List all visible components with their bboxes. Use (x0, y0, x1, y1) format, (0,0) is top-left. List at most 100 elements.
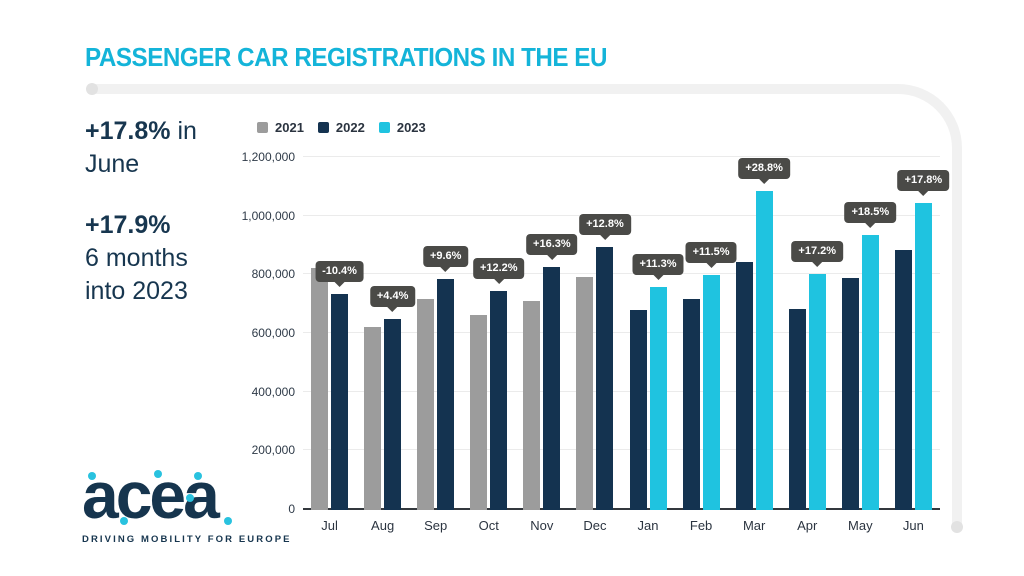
logo-accent-dot (120, 517, 128, 525)
pct-change-label-apr: +17.2% (791, 241, 844, 263)
bar-2022-apr (788, 309, 806, 510)
bar-pair-may (834, 158, 887, 510)
bar-pair-nov (515, 158, 568, 510)
bar-2022-jan (629, 309, 647, 510)
pct-change-label-jun: +17.8% (897, 170, 950, 192)
bar-group-sep: +9.6% Sep (409, 158, 469, 533)
pct-change-label-feb: +11.5% (685, 241, 737, 263)
pct-change-label-mar: +28.8% (738, 157, 790, 179)
gridline-200000 (303, 449, 940, 451)
band-start-dot (86, 83, 98, 95)
legend-label: 2022 (335, 120, 365, 135)
bar-2022-jun (894, 249, 912, 510)
x-tick-label-sep: Sep (424, 518, 448, 533)
x-tick-label-jun: Jun (902, 518, 924, 533)
legend-label: 2023 (396, 120, 426, 135)
x-tick-label-oct: Oct (478, 518, 499, 533)
y-tick-label: 0 (288, 502, 295, 516)
bar-2021-nov (523, 300, 541, 510)
bar-2021-sep (417, 299, 435, 510)
gridline-800000 (303, 273, 940, 275)
bar-group-aug: +4.4% Aug (356, 158, 416, 533)
bar-group-nov: +16.3% Nov (515, 158, 578, 533)
bar-2022-aug (384, 319, 402, 510)
y-tick-label: 1,000,000 (241, 208, 295, 223)
bar-2022-may (841, 277, 859, 510)
stat-june: +17.8% in June (85, 115, 245, 181)
stat-ytd-value: +17.9% (85, 211, 171, 239)
legend-item-2022: 2022 (317, 120, 365, 135)
y-tick-label: 800,000 (251, 267, 295, 282)
acea-logo-tagline: DRIVING MOBILITY FOR EUROPE (82, 534, 292, 545)
page-title: PASSENGER CAR REGISTRATIONS IN THE EU (85, 42, 607, 72)
band-end-dot (951, 521, 963, 533)
pct-change-label-dec: +12.8% (579, 213, 631, 235)
bar-group-may: +18.5% May (834, 158, 897, 533)
chart-legend: 2021 2022 2023 (257, 120, 426, 135)
bar-group-jul: -10.4% Jul (303, 158, 364, 533)
logo-accent-dot (186, 494, 194, 502)
stat-june-value: +17.8% (85, 117, 171, 145)
legend-swatch-2022 (317, 122, 329, 133)
logo-accent-dot (194, 472, 202, 480)
bar-pair-apr (781, 158, 834, 510)
legend-label: 2021 (275, 120, 304, 135)
pct-change-label-jan: +11.3% (632, 254, 684, 276)
legend-item-2021: 2021 (257, 120, 304, 135)
logo-accent-dot (224, 517, 232, 525)
bar-pair-oct (462, 158, 515, 510)
pct-change-label-aug: +4.4% (369, 286, 416, 308)
x-tick-label-aug: Aug (371, 518, 395, 533)
bar-groups: -10.4% Jul +4.4% Aug +9.6% Sep +12.2% Oct +16.3%… (303, 157, 950, 533)
bar-2022-mar (735, 262, 753, 510)
bar-pair-jun (887, 158, 940, 510)
bar-2021-oct (470, 314, 488, 510)
pct-change-label-oct: +12.2% (472, 258, 525, 280)
bar-pair-aug (356, 158, 409, 510)
acea-logo: acea DRIVING MOBILITY FOR EUROPE (82, 462, 292, 545)
bar-group-jan: +11.3% Jan (621, 158, 684, 533)
bar-group-mar: +28.8% Mar (728, 157, 790, 533)
bar-2023-jun (914, 203, 932, 510)
x-tick-label-feb: Feb (689, 518, 713, 533)
x-tick-label-dec: Dec (583, 518, 607, 533)
key-stats: +17.8% in June +17.9% 6 months into 2023 (85, 115, 245, 308)
bar-pair-jan (621, 158, 674, 510)
bar-group-jun: +17.8% Jun (887, 158, 950, 533)
bar-2021-dec (576, 276, 594, 510)
pct-change-label-sep: +9.6% (422, 245, 469, 267)
pct-change-label-jul: -10.4% (315, 260, 364, 282)
bar-group-apr: +17.2% Apr (781, 158, 844, 533)
y-tick-label: 400,000 (251, 384, 295, 399)
bar-group-oct: +12.2% Oct (462, 158, 525, 533)
legend-item-2023: 2023 (378, 120, 426, 135)
y-tick-label: 200,000 (251, 443, 295, 458)
stat-ytd: +17.9% 6 months into 2023 (85, 209, 245, 308)
bar-2023-jan (649, 287, 667, 510)
bar-2022-sep (437, 278, 455, 510)
y-tick-label: 600,000 (251, 326, 295, 340)
bar-pair-sep (409, 158, 462, 510)
bar-pair-dec (568, 158, 621, 510)
bar-2022-dec (596, 246, 614, 510)
bar-pair-feb (675, 158, 728, 510)
legend-swatch-2023 (378, 122, 390, 133)
bar-2023-feb (702, 274, 720, 510)
bar-2021-aug (364, 327, 382, 510)
y-tick-label: 1,200,000 (241, 150, 295, 164)
gridline-400000 (303, 390, 940, 392)
x-tick-label-mar: Mar (742, 518, 766, 533)
stat-june-text: in June (85, 117, 197, 178)
bar-2023-may (861, 234, 879, 510)
x-tick-label-jul: Jul (321, 518, 338, 533)
legend-swatch-2021 (257, 122, 268, 133)
y-axis-labels: 0 200,000 400,000 600,000 800,000 1,000,000 1,… (200, 150, 295, 516)
x-tick-label-nov: Nov (530, 518, 554, 533)
bar-group-dec: +12.8% Dec (568, 158, 631, 533)
bar-2021-jul (311, 268, 329, 510)
x-tick-label-jan: Jan (637, 518, 659, 533)
bar-group-feb: +11.5% Feb (675, 158, 737, 533)
gridline-600000 (303, 332, 940, 333)
stat-ytd-text: 6 months into 2023 (85, 244, 188, 305)
bar-2022-oct (490, 291, 508, 510)
